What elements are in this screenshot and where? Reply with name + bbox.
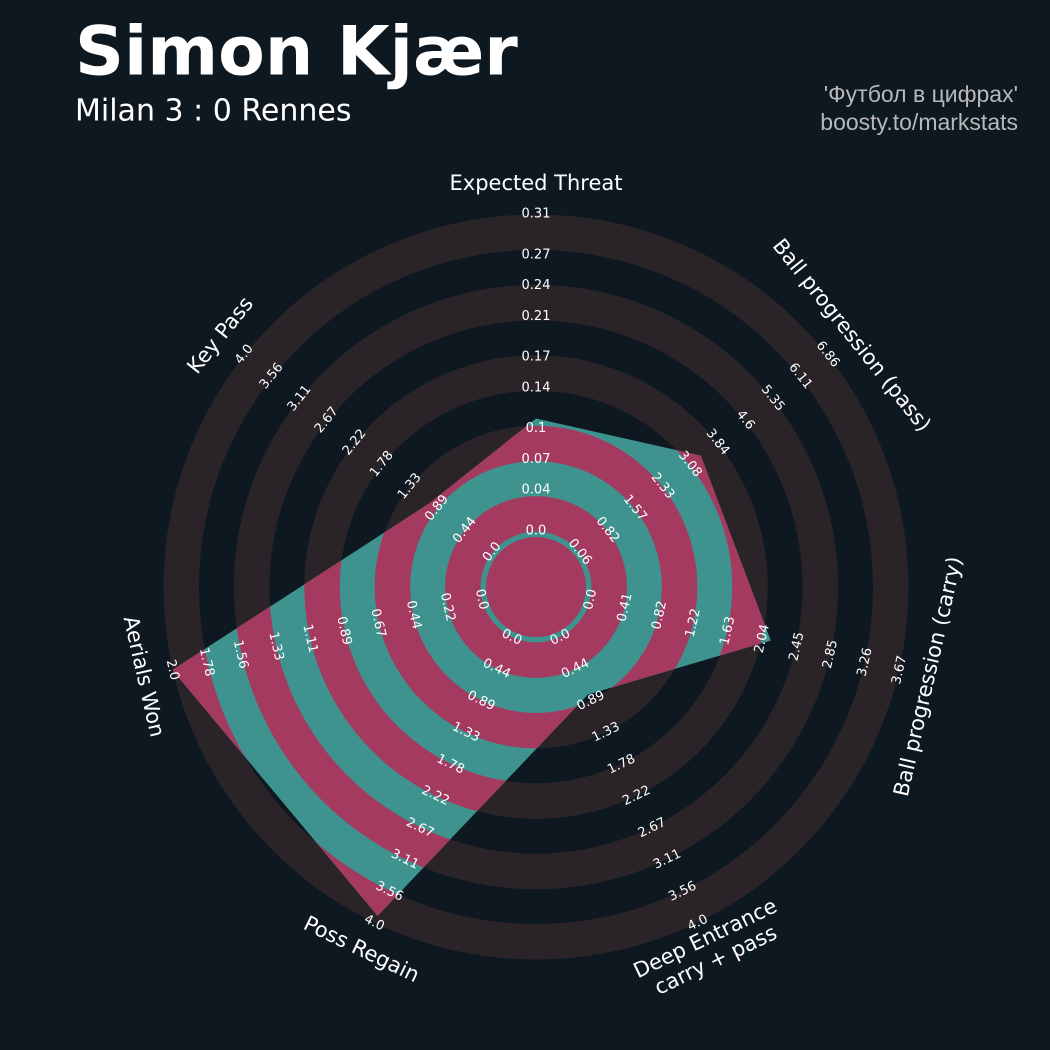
tick-label: 2.85	[820, 638, 841, 670]
chart-title: Simon Kjær	[75, 13, 518, 92]
tick-label: 0.21	[522, 309, 551, 324]
tick-label: 0.0	[581, 588, 600, 612]
tick-label: 0.31	[522, 207, 551, 222]
tick-label: 3.26	[855, 646, 876, 678]
credit: 'Футбол в цифрах'	[824, 81, 1018, 107]
tick-label: 2.0	[163, 658, 182, 682]
highlight-rings	[172, 418, 771, 916]
tick-label: 1.78	[196, 646, 217, 678]
tick-label: 0.89	[333, 615, 354, 647]
tick-label: 0.82	[649, 599, 670, 631]
axis-label: Expected Threat	[450, 171, 623, 195]
tick-label: 0.22	[437, 591, 458, 623]
tick-label: 0.67	[367, 607, 388, 639]
tick-label: 1.11	[299, 623, 320, 655]
tick-label: 0.07	[522, 452, 551, 467]
ring-highlight	[486, 537, 586, 637]
tick-label: 2.45	[786, 631, 807, 663]
tick-label: 0.17	[522, 350, 551, 365]
tick-label: 2.04	[752, 623, 773, 655]
tick-label: 1.63	[717, 615, 738, 647]
ring-highlight	[445, 496, 627, 678]
tick-label: 0.04	[522, 483, 551, 498]
tick-label: 0.27	[522, 247, 551, 262]
tick-label: 0.24	[522, 278, 551, 293]
tick-label: 0.0	[526, 524, 547, 539]
tick-label: 1.56	[230, 639, 251, 671]
tick-label: 1.22	[683, 607, 704, 639]
tick-label: 1.33	[265, 631, 286, 663]
axis-label-line: Expected Threat	[450, 171, 623, 195]
credit: boosty.to/markstats	[820, 109, 1018, 135]
tick-label: 0.41	[615, 592, 636, 624]
tick-label: 0.1	[526, 421, 547, 436]
tick-label: 3.67	[889, 654, 910, 686]
tick-label: 0.14	[522, 380, 551, 395]
tick-label: 0.44	[403, 599, 424, 631]
chart-subtitle: Milan 3 : 0 Rennes	[75, 94, 351, 129]
tick-label: 0.0	[472, 588, 491, 612]
